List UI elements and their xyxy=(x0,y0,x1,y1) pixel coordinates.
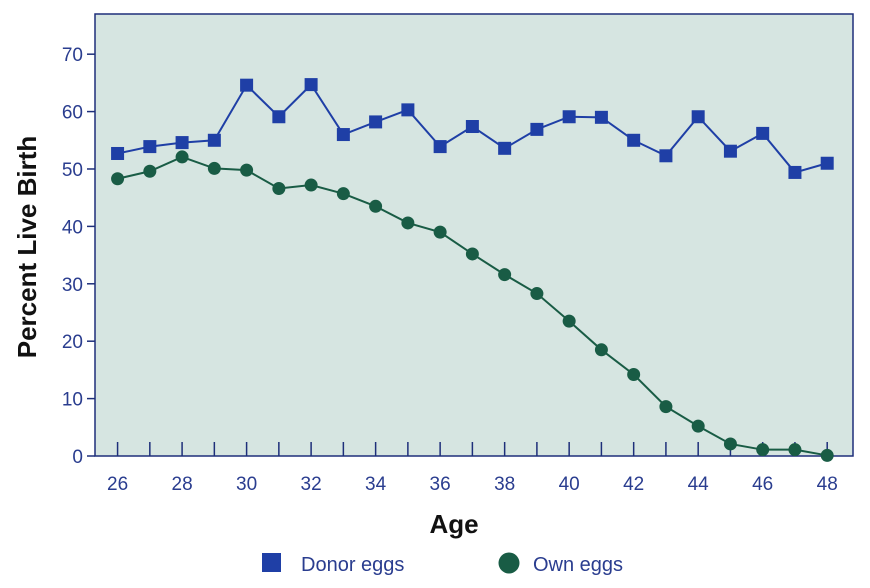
y-tick-label: 40 xyxy=(62,217,83,238)
data-point-donor-eggs xyxy=(433,140,447,154)
x-tick-label: 30 xyxy=(236,474,257,495)
data-point-donor-eggs xyxy=(207,133,221,147)
data-point-donor-eggs xyxy=(240,78,254,92)
data-point-donor-eggs xyxy=(788,165,802,179)
data-point-own-eggs xyxy=(788,443,802,457)
x-tick-label: 42 xyxy=(623,474,644,495)
data-point-own-eggs xyxy=(562,314,576,328)
x-axis-ticks: 26 28 30 32 34 36 38 40 42 44 46 48 xyxy=(107,442,838,495)
data-point-donor-eggs xyxy=(336,128,350,142)
x-tick-label: 36 xyxy=(430,474,451,495)
x-axis-title: Age xyxy=(429,509,478,539)
data-point-donor-eggs xyxy=(594,110,608,124)
y-tick-label: 20 xyxy=(62,332,83,353)
data-point-donor-eggs xyxy=(465,120,479,134)
data-point-own-eggs xyxy=(433,225,447,239)
data-point-own-eggs xyxy=(175,150,189,164)
x-tick-label: 38 xyxy=(494,474,515,495)
y-tick-label: 60 xyxy=(62,103,83,124)
data-point-own-eggs xyxy=(820,448,834,462)
legend: Donor eggs Own eggs xyxy=(262,552,623,576)
data-point-own-eggs xyxy=(723,437,737,451)
data-point-donor-eggs xyxy=(820,156,834,170)
data-point-own-eggs xyxy=(272,182,286,196)
y-tick-label: 0 xyxy=(72,447,83,468)
data-point-donor-eggs xyxy=(530,122,544,136)
data-point-donor-eggs xyxy=(627,133,641,147)
data-point-own-eggs xyxy=(498,268,512,282)
data-point-own-eggs xyxy=(659,400,673,414)
legend-label-own-eggs: Own eggs xyxy=(533,554,623,576)
x-tick-label: 32 xyxy=(301,474,322,495)
data-point-own-eggs xyxy=(369,199,383,213)
x-tick-label: 44 xyxy=(688,474,710,495)
data-point-donor-eggs xyxy=(175,136,189,150)
x-tick-label: 34 xyxy=(365,474,387,495)
data-point-own-eggs xyxy=(304,178,318,192)
series-layer xyxy=(111,78,834,462)
data-point-donor-eggs xyxy=(756,126,770,140)
y-tick-label: 70 xyxy=(62,45,83,66)
data-point-donor-eggs xyxy=(369,115,383,129)
legend-marker-donor-eggs xyxy=(262,553,281,572)
data-point-donor-eggs xyxy=(691,110,705,124)
data-point-donor-eggs xyxy=(562,110,576,124)
data-point-donor-eggs xyxy=(401,103,415,117)
data-point-own-eggs xyxy=(530,287,544,301)
data-point-donor-eggs xyxy=(498,141,512,155)
data-point-donor-eggs xyxy=(272,110,286,124)
data-point-own-eggs xyxy=(594,343,608,357)
plot-area xyxy=(94,13,854,457)
data-point-own-eggs xyxy=(627,367,641,381)
x-tick-label: 40 xyxy=(559,474,580,495)
data-point-own-eggs xyxy=(691,419,705,433)
x-tick-label: 46 xyxy=(752,474,773,495)
data-point-own-eggs xyxy=(240,163,254,177)
legend-marker-own-eggs xyxy=(498,552,520,574)
y-axis-title: Percent Live Birth xyxy=(12,136,42,359)
data-point-own-eggs xyxy=(207,161,221,175)
data-point-own-eggs xyxy=(465,247,479,261)
data-point-donor-eggs xyxy=(723,144,737,158)
data-point-own-eggs xyxy=(401,216,415,230)
data-point-own-eggs xyxy=(143,164,157,178)
data-point-own-eggs xyxy=(756,443,770,457)
y-axis-ticks: 0 10 20 30 40 50 60 70 xyxy=(62,45,95,468)
legend-label-donor-eggs: Donor eggs xyxy=(301,554,404,576)
y-tick-label: 10 xyxy=(62,390,83,411)
y-tick-label: 30 xyxy=(62,275,83,296)
data-point-donor-eggs xyxy=(143,140,157,154)
data-point-own-eggs xyxy=(111,172,125,186)
x-tick-label: 26 xyxy=(107,474,128,495)
x-tick-label: 48 xyxy=(817,474,838,495)
data-point-donor-eggs xyxy=(659,149,673,163)
data-point-donor-eggs xyxy=(304,78,318,92)
y-tick-label: 50 xyxy=(62,160,83,181)
x-tick-label: 28 xyxy=(172,474,193,495)
data-point-own-eggs xyxy=(336,187,350,201)
data-point-donor-eggs xyxy=(111,146,125,160)
